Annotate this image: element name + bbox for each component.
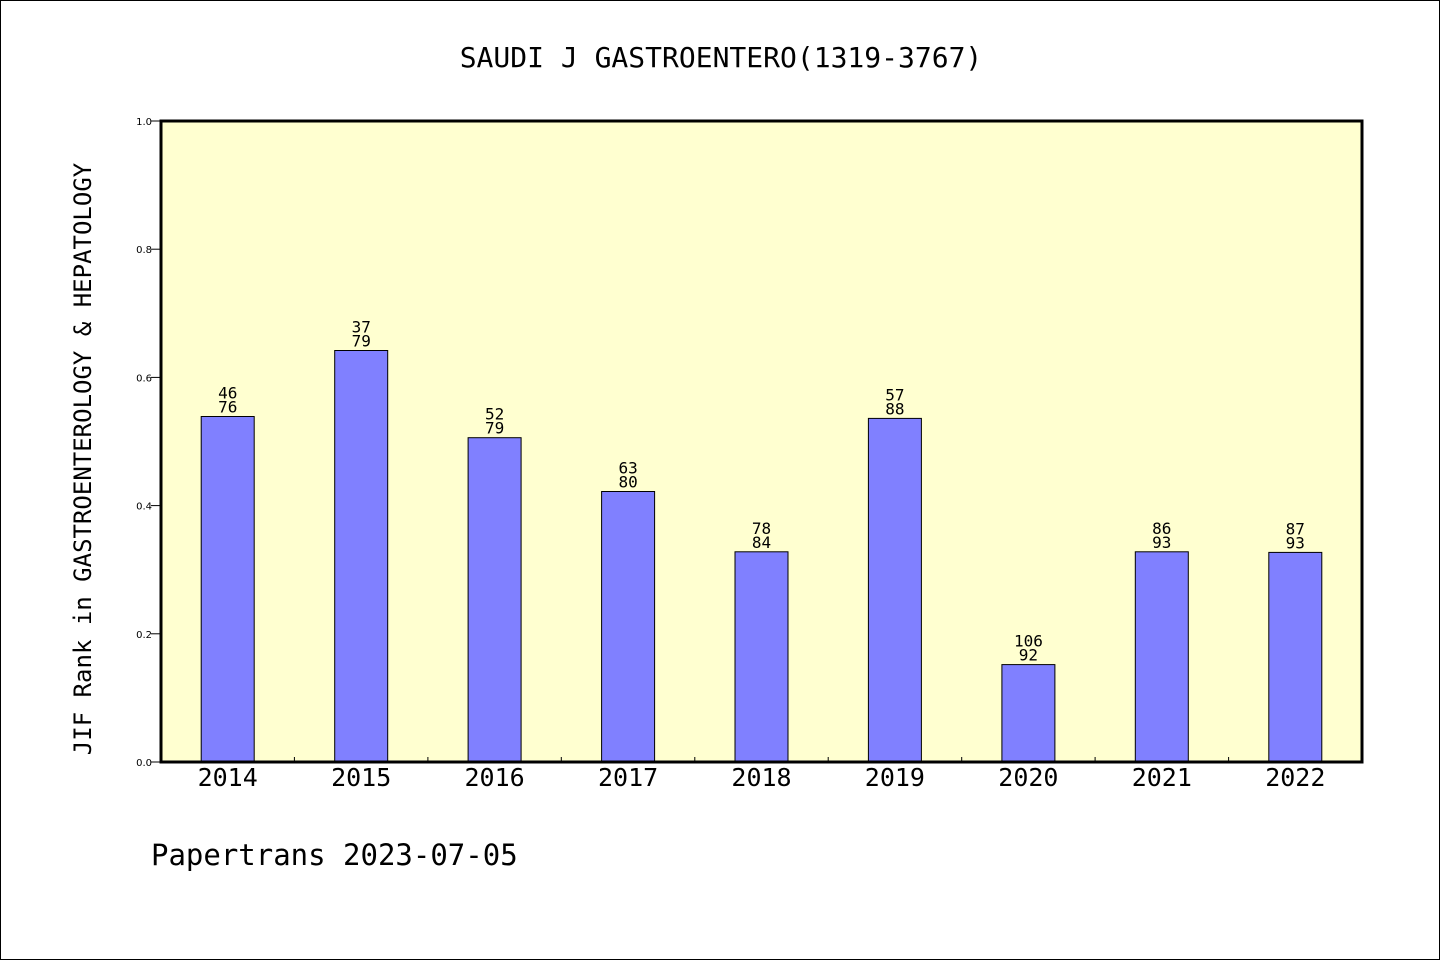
y-tick-label: 0.6 (136, 373, 152, 384)
y-axis-label: JIF Rank in GASTROENTEROLOGY & HEPATOLOG… (69, 162, 97, 755)
chart-title: SAUDI J GASTROENTERO(1319-3767) (460, 41, 983, 74)
bar-2014 (201, 417, 254, 763)
y-tick-label: 0.0 (136, 758, 152, 769)
y-tick-label: 0.2 (136, 630, 152, 641)
bar-2021 (1135, 552, 1188, 762)
bar-total-label: 76 (218, 398, 237, 417)
bar-2018 (735, 552, 788, 762)
x-tick-label: 2018 (731, 763, 791, 792)
x-tick-label: 2017 (598, 763, 658, 792)
x-tick-label: 2022 (1265, 763, 1325, 792)
bar-total-label: 88 (885, 399, 904, 418)
bar-total-label: 93 (1286, 533, 1305, 552)
bar-total-label: 93 (1152, 533, 1171, 552)
x-tick-label: 2021 (1132, 763, 1192, 792)
bar-2016 (468, 438, 521, 762)
footer-text: Papertrans 2023-07-05 (151, 838, 518, 872)
x-tick-label: 2014 (198, 763, 258, 792)
bar-total-label: 84 (752, 533, 771, 552)
bar-2022 (1269, 552, 1322, 762)
y-tick-label: 0.8 (136, 245, 152, 256)
x-tick-label: 2015 (331, 763, 391, 792)
x-tick-label: 2019 (865, 763, 925, 792)
bar-2015 (335, 351, 388, 763)
bar-2017 (602, 492, 655, 763)
bar-2019 (868, 418, 921, 762)
bar-total-label: 79 (352, 332, 371, 351)
bar-total-label: 80 (618, 473, 637, 492)
bar-2020 (1002, 665, 1055, 762)
bar-total-label: 92 (1019, 646, 1038, 665)
y-tick-label: 1.0 (136, 117, 152, 128)
x-tick-label: 2016 (464, 763, 524, 792)
x-tick-label: 2020 (998, 763, 1058, 792)
y-axis: 0.0 0.2 0.4 0.6 0.8 1.0 (136, 117, 161, 769)
y-tick-label: 0.4 (136, 502, 152, 513)
bar-total-label: 79 (485, 419, 504, 438)
